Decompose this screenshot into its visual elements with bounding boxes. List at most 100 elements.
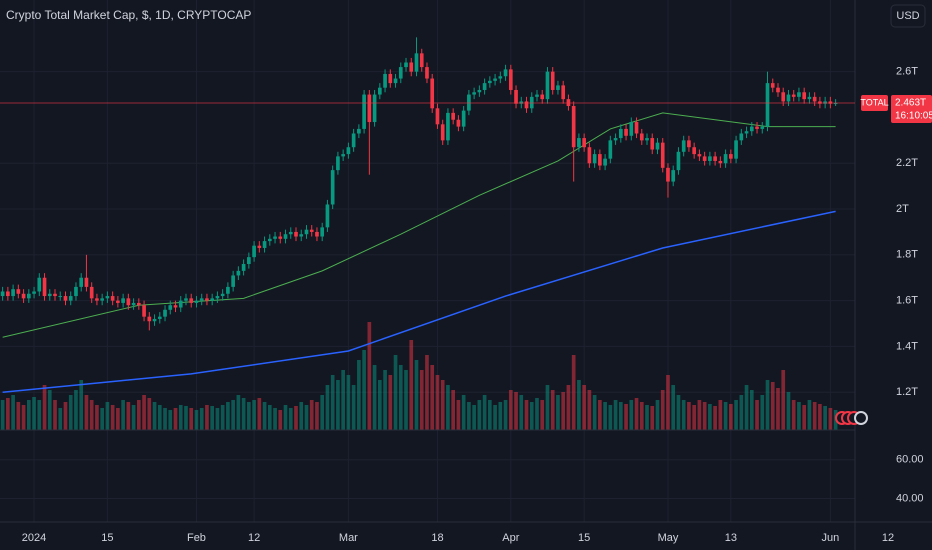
volume-bar	[419, 370, 424, 430]
y-tick-label: 1.4T	[896, 340, 918, 352]
candle-body	[231, 275, 235, 287]
event-icon[interactable]	[854, 411, 868, 425]
candle-body	[692, 147, 696, 155]
candle-body	[215, 296, 220, 299]
volume-bar	[0, 400, 5, 430]
candle-body	[587, 147, 592, 164]
volume-bar	[687, 402, 691, 430]
x-tick-label: 13	[725, 532, 737, 544]
currency-label[interactable]: USD	[896, 10, 919, 22]
volume-bar	[398, 365, 403, 430]
candle-body	[598, 154, 602, 166]
candle-body	[608, 140, 613, 159]
candle-body	[409, 62, 414, 72]
candle-body	[482, 83, 487, 90]
volume-bar	[529, 402, 534, 430]
candle-body	[639, 133, 644, 141]
candle-body	[58, 296, 63, 298]
y-tick-label: 1.2T	[896, 386, 918, 398]
volume-bar	[21, 405, 26, 430]
candle-body	[157, 316, 162, 319]
volume-bar	[540, 400, 545, 430]
volume-bar	[173, 408, 178, 430]
candle-body	[477, 89, 482, 93]
candle-body	[32, 291, 36, 294]
candle-body	[220, 293, 225, 297]
volume-bar	[68, 395, 73, 430]
volume-bar	[592, 395, 597, 430]
volume-bar	[545, 385, 550, 430]
volume-bar	[126, 402, 131, 430]
candle-body	[786, 94, 791, 102]
candle-body	[451, 112, 456, 120]
volume-bar	[755, 400, 759, 430]
volume-bar	[89, 400, 94, 430]
volume-bar	[760, 395, 765, 430]
volume-bar	[315, 402, 319, 430]
x-tick-label: 15	[101, 532, 113, 544]
candle-body	[273, 236, 277, 239]
last-price-label: 2.463T	[895, 98, 926, 109]
volume-bar	[828, 408, 833, 430]
volume-bar	[823, 406, 827, 430]
symbol-badge	[861, 95, 888, 112]
volume-bar	[498, 402, 503, 430]
candle-body	[545, 71, 550, 100]
volume-bar	[561, 392, 566, 430]
volume-bar	[666, 375, 670, 430]
x-tick-label: 2024	[22, 532, 46, 544]
event-icons[interactable]	[835, 411, 868, 425]
candle-body	[325, 204, 330, 228]
x-tick-label: Mar	[339, 532, 358, 544]
candle-body	[807, 96, 812, 100]
volume-bar	[430, 365, 435, 430]
volume-bar	[147, 398, 152, 430]
volume-bar	[451, 390, 456, 430]
candle-body	[676, 151, 681, 171]
candle-body	[744, 131, 749, 134]
volume-bar	[178, 405, 183, 430]
volume-bar	[199, 408, 204, 430]
volume-bar	[629, 400, 634, 430]
volume-bar	[304, 405, 309, 430]
candle-body	[11, 289, 15, 297]
volume-bar	[220, 405, 225, 430]
volume-bar	[294, 406, 298, 430]
candle-body	[535, 94, 539, 97]
candle-body	[362, 94, 366, 129]
volume-bar	[446, 385, 450, 430]
volume-bar	[577, 380, 581, 430]
x-tick-label: Feb	[187, 532, 206, 544]
volume-bar	[11, 395, 15, 430]
volume-bar	[6, 398, 10, 430]
candle-body	[393, 78, 398, 84]
candle-body	[105, 296, 110, 299]
candle-body	[398, 67, 403, 79]
volume-bar	[42, 385, 47, 430]
volume-bar	[582, 385, 586, 430]
x-tick-label: 12	[882, 532, 894, 544]
currency-button[interactable]	[890, 4, 926, 28]
volume-bar	[320, 395, 325, 430]
volume-bar	[634, 398, 639, 430]
volume-bar	[95, 405, 99, 430]
volume-bar	[299, 402, 304, 430]
candle-body	[47, 293, 52, 297]
volume-bar	[692, 405, 696, 430]
candle-body	[383, 73, 387, 88]
volume-bar	[791, 400, 796, 430]
chart-title: Crypto Total Market Cap, $, 1D, CRYPTOCA…	[6, 8, 251, 22]
volume-bar	[503, 400, 508, 430]
candle-body	[95, 298, 99, 301]
candle-body	[430, 78, 435, 109]
volume-bar	[461, 395, 466, 430]
volume-bar	[32, 397, 36, 430]
candle-body	[89, 286, 94, 299]
candle-body	[116, 300, 120, 303]
candle-body	[613, 138, 618, 141]
volume-bar	[713, 406, 717, 430]
candle-body	[739, 133, 744, 141]
volume-bar	[440, 380, 445, 430]
candle-body	[205, 298, 209, 301]
